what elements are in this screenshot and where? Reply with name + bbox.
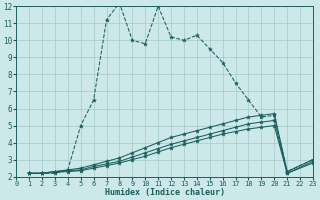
X-axis label: Humidex (Indice chaleur): Humidex (Indice chaleur) bbox=[105, 188, 225, 197]
